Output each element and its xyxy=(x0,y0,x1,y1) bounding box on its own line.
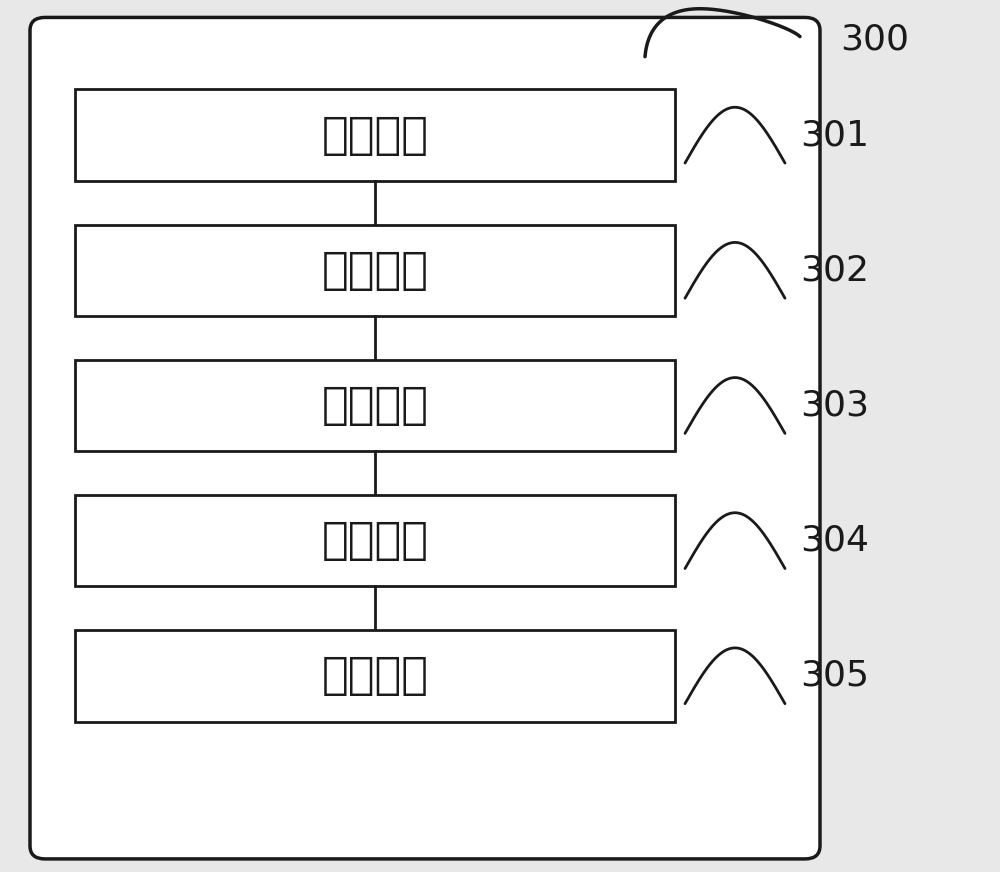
Text: 校正模块: 校正模块 xyxy=(322,654,428,698)
Bar xyxy=(75,495,675,586)
Text: 302: 302 xyxy=(800,254,869,287)
Text: 300: 300 xyxy=(840,23,909,56)
Text: 调整模块: 调整模块 xyxy=(322,384,428,427)
Text: 304: 304 xyxy=(800,524,869,557)
Bar xyxy=(75,225,675,317)
Text: 确定模块: 确定模块 xyxy=(322,249,428,292)
Bar xyxy=(75,90,675,181)
FancyBboxPatch shape xyxy=(30,17,820,859)
Text: 303: 303 xyxy=(800,389,869,422)
Text: 301: 301 xyxy=(800,119,869,152)
Text: 305: 305 xyxy=(800,659,869,692)
Text: 获取模块: 获取模块 xyxy=(322,113,428,157)
Bar xyxy=(75,360,675,452)
Bar xyxy=(75,630,675,722)
Text: 计算模块: 计算模块 xyxy=(322,519,428,562)
